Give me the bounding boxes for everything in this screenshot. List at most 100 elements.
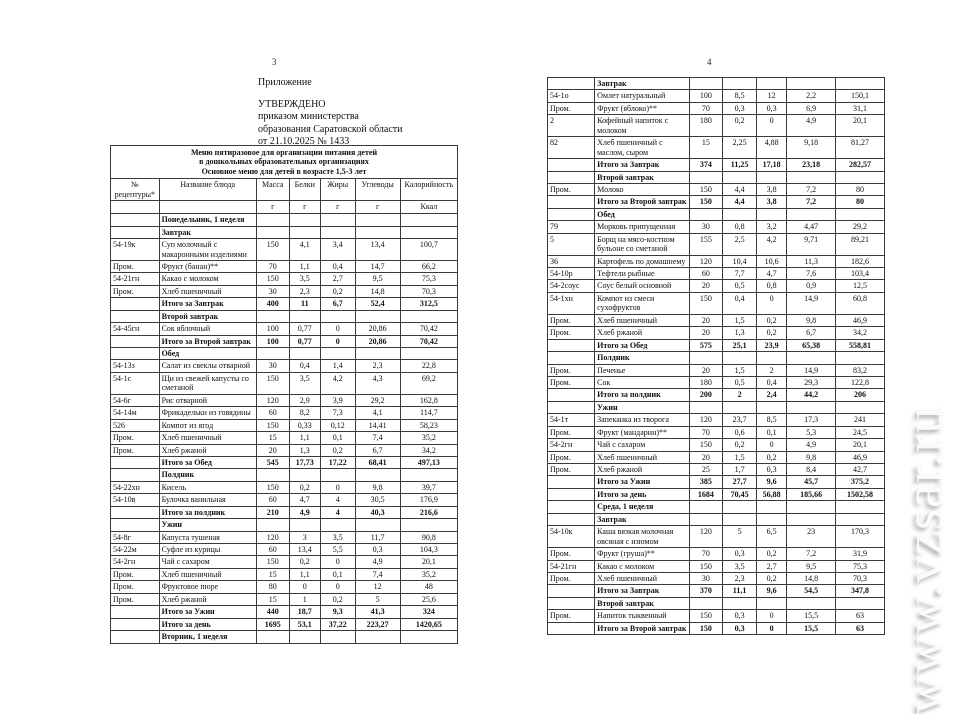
table-row: Итого за Второй завтрак 150 4,4 3,8 7,2 80	[546, 195, 885, 209]
heading-order: приказом министерства	[258, 111, 359, 122]
cell-dish-name: Итого за Второй завтрак	[158, 334, 257, 349]
cell-protein: 0,77	[288, 322, 321, 336]
cell-fat: 0	[319, 322, 356, 336]
approval-heading: Приложение УТВЕРЖДЕНО приказом министерс…	[258, 77, 473, 149]
table-row: 79 Морковь припущенная 30 0,8 3,2 4,47 29,2	[546, 220, 885, 234]
cell-carbs: 5,3	[786, 425, 837, 440]
cell-fat: 0,3	[755, 101, 788, 116]
cell-code	[110, 334, 160, 349]
cell-code	[110, 505, 160, 520]
cell-carbs: 12	[354, 580, 401, 594]
cell-carbs	[786, 596, 837, 611]
cell-code	[110, 297, 160, 311]
cell-code	[110, 630, 160, 644]
column-header-cell-fat: Жиры	[319, 178, 356, 202]
cell-code	[546, 512, 596, 527]
heading-ministry: образования Саратовской области	[258, 123, 403, 135]
cell-dish-name: Печенье	[594, 363, 690, 377]
watermark: www.vzsar.ru	[894, 405, 954, 714]
cell-carbs: 0,3	[354, 542, 401, 557]
cell-mass: 374	[688, 158, 724, 172]
cell-code	[546, 487, 596, 502]
table-row: 54-45гн Сок яблочный 100 0,77 0 20,86 70,42	[110, 322, 459, 336]
cell-protein	[722, 351, 757, 365]
cell-carbs: 4,47	[786, 220, 837, 234]
cell-fat: 9,6	[755, 475, 788, 489]
cell-dish-name: Хлеб пшеничный	[158, 567, 257, 582]
table-row: Завтрак	[546, 76, 885, 91]
table-row: Итого за Завтрак 374 11,25 17,18 23,18 282,57	[546, 158, 885, 172]
cell-protein: 25,1	[722, 338, 757, 353]
cell-mass: 120	[255, 530, 290, 545]
cell-fat: 56,88	[755, 487, 788, 502]
cell-kcal: 497,13	[399, 455, 459, 470]
cell-kcal: 80	[835, 195, 885, 209]
table-row: Второй завтрак	[546, 170, 885, 184]
cell-code: 54-1о	[546, 89, 596, 103]
cell-fat: 0,8	[755, 279, 788, 293]
cell-kcal: 31,9	[835, 547, 885, 561]
cell-dish-name: Хлеб ржаной	[158, 443, 257, 457]
cell-fat: 0,2	[755, 571, 788, 586]
cell-carbs: 2,3	[354, 359, 401, 373]
cell-kcal: 103,4	[835, 266, 885, 281]
cell-code: Пром.	[110, 592, 160, 607]
cell-protein: 23,7	[722, 413, 757, 427]
cell-fat: 0,3	[755, 462, 788, 477]
cell-kcal: 206	[835, 388, 885, 402]
cell-mass: 60	[255, 542, 290, 557]
table-row: 5 Борщ на мясо-костном бульоне со сметано…	[546, 232, 885, 256]
cell-carbs: 40,3	[354, 505, 401, 520]
unit-cell	[158, 200, 257, 215]
cell-protein: 2,3	[722, 571, 757, 586]
cell-kcal: 114,7	[399, 406, 459, 420]
menu-table-page4: Завтрак 54-1о Омлет натуральный 100 8,5 12 2,2…	[546, 76, 885, 636]
table-row: Итого за Завтрак 400 11 6,7 52,4 312,5	[110, 297, 459, 311]
menu-table-title-line: Меню пятиразовое для организации питания…	[190, 148, 378, 157]
cell-code: Пром.	[546, 363, 596, 377]
cell-protein: 4,4	[722, 195, 757, 209]
page-number-right: 4	[707, 57, 712, 67]
table-row: Итого за полдник 200 2 2,4 44,2 206	[546, 388, 885, 402]
cell-protein: 0,8	[722, 220, 757, 234]
cell-protein	[288, 213, 321, 227]
cell-dish-name: Итого за Ужин	[158, 605, 257, 619]
cell-fat	[755, 170, 788, 184]
cell-kcal: 1502,58	[835, 487, 885, 502]
cell-mass	[255, 468, 290, 482]
cell-code	[546, 584, 596, 598]
cell-code	[546, 621, 596, 636]
cell-mass: 20	[688, 313, 724, 328]
cell-protein: 4,1	[288, 238, 321, 261]
cell-carbs	[354, 225, 401, 240]
table-row: Среда, 1 неделя	[546, 500, 885, 514]
cell-kcal	[399, 518, 459, 532]
cell-mass: 150	[688, 609, 724, 623]
cell-carbs: 7,2	[786, 182, 837, 197]
cell-mass: 120	[688, 525, 724, 549]
cell-carbs: 7,6	[786, 266, 837, 281]
cell-carbs: 14,8	[354, 284, 401, 299]
cell-fat	[755, 400, 788, 415]
table-row: Пром. Хлеб пшеничный 30 2,3 0,2 14,8 70,3	[110, 284, 459, 299]
cell-code	[110, 617, 160, 632]
cell-kcal	[399, 630, 459, 644]
cell-mass	[688, 351, 724, 365]
cell-mass	[688, 170, 724, 184]
cell-dish-name: Итого за Завтрак	[594, 584, 690, 598]
cell-mass	[255, 518, 290, 532]
cell-mass: 100	[255, 322, 290, 336]
cell-protein: 2,25	[722, 136, 757, 160]
cell-carbs: 9,71	[786, 232, 837, 256]
cell-mass: 400	[255, 297, 290, 311]
cell-protein: 11,1	[722, 584, 757, 598]
table-row: 54-10р Тефтели рыбные 60 7,7 4,7 7,6 103,4	[546, 266, 885, 281]
cell-fat: 6,5	[755, 525, 788, 549]
cell-mass: 150	[255, 555, 290, 569]
cell-kcal: 216,6	[399, 505, 459, 520]
cell-fat: 0,1	[755, 425, 788, 440]
cell-fat: 0,12	[319, 418, 356, 433]
cell-code: Пром.	[110, 259, 160, 274]
cell-code: 54-14м	[110, 406, 160, 420]
cell-mass: 155	[688, 232, 724, 256]
